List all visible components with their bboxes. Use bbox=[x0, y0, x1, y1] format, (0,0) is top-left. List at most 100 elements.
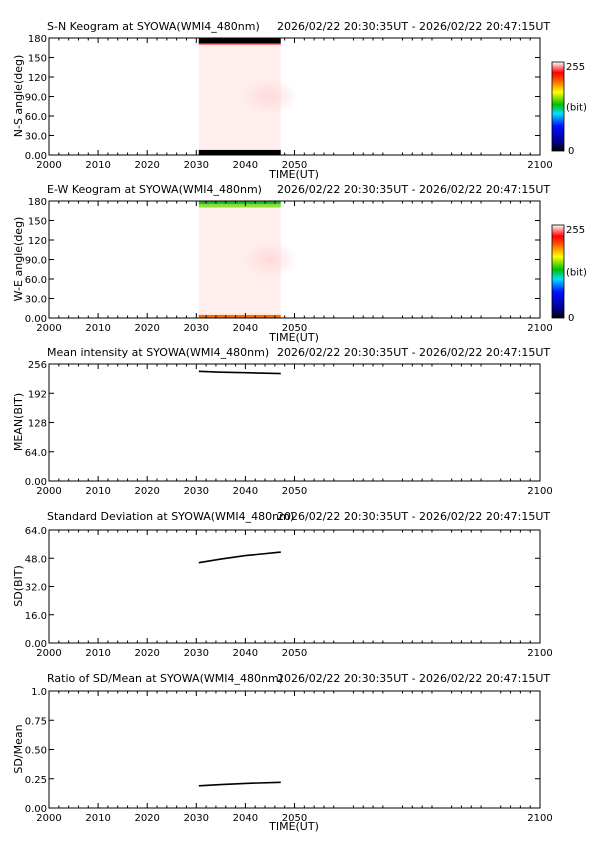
colorbar-unit-label: (bit) bbox=[566, 103, 587, 114]
x-tick-label: 2030 bbox=[184, 813, 209, 824]
y-tick-label: 256 bbox=[28, 360, 47, 371]
colorbar-min-label: 0 bbox=[568, 146, 574, 157]
panel-title: S-N Keogram at SYOWA(WMI4_480nm) bbox=[47, 20, 260, 33]
x-tick-label: 2040 bbox=[233, 160, 258, 171]
y-tick-label: 120 bbox=[28, 236, 47, 247]
x-tick-label: 2000 bbox=[36, 160, 61, 171]
panel-title: E-W Keogram at SYOWA(WMI4_480nm) bbox=[47, 183, 262, 196]
y-tick-label: 128 bbox=[28, 419, 47, 430]
y-tick-label: 60.0 bbox=[25, 275, 47, 286]
y-tick-label: 30.0 bbox=[25, 295, 47, 306]
x-tick-label: 2040 bbox=[233, 323, 258, 334]
plot-frame bbox=[48, 690, 541, 809]
y-tick-label: 0.75 bbox=[25, 716, 47, 727]
y-tick-label: 0.00 bbox=[25, 477, 47, 488]
x-tick-label: 2100 bbox=[527, 160, 552, 171]
series-line bbox=[198, 370, 281, 375]
panel-title: Mean intensity at SYOWA(WMI4_480nm) bbox=[47, 346, 269, 359]
x-tick-label: 2100 bbox=[527, 486, 552, 497]
series-line bbox=[198, 781, 281, 787]
panel-title: Standard Deviation at SYOWA(WMI4_480nm) bbox=[47, 510, 294, 523]
y-tick-label: 90.0 bbox=[25, 256, 47, 267]
y-tick-label: 0.00 bbox=[25, 314, 47, 325]
x-tick-label: 2010 bbox=[85, 486, 110, 497]
keogram-band bbox=[198, 314, 281, 318]
y-tick-label: 30.0 bbox=[25, 132, 47, 143]
x-tick-label: 2050 bbox=[282, 813, 307, 824]
time-range: 2026/02/22 20:30:35UT - 2026/02/22 20:47… bbox=[277, 346, 550, 359]
x-tick-label: 2010 bbox=[85, 813, 110, 824]
y-tick-label: 16.0 bbox=[25, 611, 47, 622]
panel-1: S-N Keogram at SYOWA(WMI4_480nm) 2026/02/… bbox=[12, 20, 587, 181]
x-tick-label: 2020 bbox=[134, 160, 159, 171]
plot-frame bbox=[48, 363, 541, 482]
x-tick-label: 2010 bbox=[85, 160, 110, 171]
y-tick-label: 64.0 bbox=[25, 448, 47, 459]
x-tick-label: 2100 bbox=[527, 813, 552, 824]
x-tick-label: 2020 bbox=[134, 648, 159, 659]
x-tick-label: 2040 bbox=[233, 648, 258, 659]
y-tick-label: 64.0 bbox=[25, 526, 47, 537]
colorbar bbox=[551, 224, 565, 319]
x-tick-label: 2020 bbox=[134, 813, 159, 824]
x-tick-label: 2020 bbox=[134, 323, 159, 334]
time-range: 2026/02/22 20:30:35UT - 2026/02/22 20:47… bbox=[277, 183, 550, 196]
y-tick-label: 0.00 bbox=[25, 639, 47, 650]
colorbar-max-label: 255 bbox=[566, 62, 585, 73]
keogram-band bbox=[198, 43, 281, 45]
colorbar bbox=[551, 61, 565, 152]
x-tick-label: 2040 bbox=[233, 813, 258, 824]
y-tick-label: 180 bbox=[28, 34, 47, 45]
panel-2: E-W Keogram at SYOWA(WMI4_480nm) 2026/02/… bbox=[12, 183, 587, 344]
y-axis-label: W-E angle(deg) bbox=[12, 217, 25, 302]
y-tick-label: 180 bbox=[28, 197, 47, 208]
x-tick-label: 2010 bbox=[85, 323, 110, 334]
panel-5: Ratio of SD/Mean at SYOWA(WMI4_480nm)202… bbox=[12, 672, 553, 833]
panel-3: Mean intensity at SYOWA(WMI4_480nm) 2026/… bbox=[12, 346, 553, 497]
x-tick-label: 2020 bbox=[134, 486, 159, 497]
x-tick-label: 2030 bbox=[184, 160, 209, 171]
y-tick-label: 32.0 bbox=[25, 583, 47, 594]
x-tick-label: 2100 bbox=[527, 323, 552, 334]
y-axis-label: MEAN(BIT) bbox=[12, 393, 25, 451]
y-tick-label: 1.0 bbox=[31, 687, 47, 698]
x-tick-label: 2030 bbox=[184, 323, 209, 334]
x-axis-label: TIME(UT) bbox=[268, 820, 319, 833]
plot-frame bbox=[48, 529, 541, 644]
keogram-band bbox=[198, 149, 281, 155]
panel-title: Ratio of SD/Mean at SYOWA(WMI4_480nm) bbox=[47, 672, 283, 685]
x-tick-label: 2030 bbox=[184, 648, 209, 659]
y-axis-label: SD/Mean bbox=[12, 724, 25, 773]
x-tick-label: 2000 bbox=[36, 323, 61, 334]
keogram-glow bbox=[241, 78, 298, 115]
x-tick-label: 2050 bbox=[282, 323, 307, 334]
keogram-glow bbox=[241, 241, 298, 278]
y-tick-label: 0.00 bbox=[25, 804, 47, 815]
y-tick-label: 120 bbox=[28, 73, 47, 84]
x-tick-label: 2050 bbox=[282, 648, 307, 659]
y-tick-label: 0.25 bbox=[25, 775, 47, 786]
time-range: 2026/02/22 20:30:35UT - 2026/02/22 20:47… bbox=[277, 672, 550, 685]
x-tick-label: 2000 bbox=[36, 486, 61, 497]
y-tick-label: 0.00 bbox=[25, 151, 47, 162]
x-tick-label: 2010 bbox=[85, 648, 110, 659]
y-tick-label: 48.0 bbox=[25, 554, 47, 565]
y-tick-label: 150 bbox=[28, 54, 47, 65]
y-tick-label: 90.0 bbox=[25, 93, 47, 104]
x-tick-label: 2040 bbox=[233, 486, 258, 497]
keogram-band bbox=[198, 38, 281, 44]
y-tick-label: 60.0 bbox=[25, 112, 47, 123]
y-axis-label: N-S angle(deg) bbox=[12, 55, 25, 138]
colorbar-min-label: 0 bbox=[568, 313, 574, 324]
y-tick-label: 150 bbox=[28, 217, 47, 228]
colorbar-max-label: 255 bbox=[566, 225, 585, 236]
x-tick-label: 2050 bbox=[282, 160, 307, 171]
series-line bbox=[198, 551, 281, 564]
x-tick-label: 2050 bbox=[282, 486, 307, 497]
x-axis-label: TIME(UT) bbox=[268, 331, 319, 344]
x-axis-label: TIME(UT) bbox=[268, 168, 319, 181]
panel-4: Standard Deviation at SYOWA(WMI4_480nm) 2… bbox=[12, 510, 553, 659]
y-tick-label: 192 bbox=[28, 389, 47, 400]
x-tick-label: 2100 bbox=[527, 648, 552, 659]
